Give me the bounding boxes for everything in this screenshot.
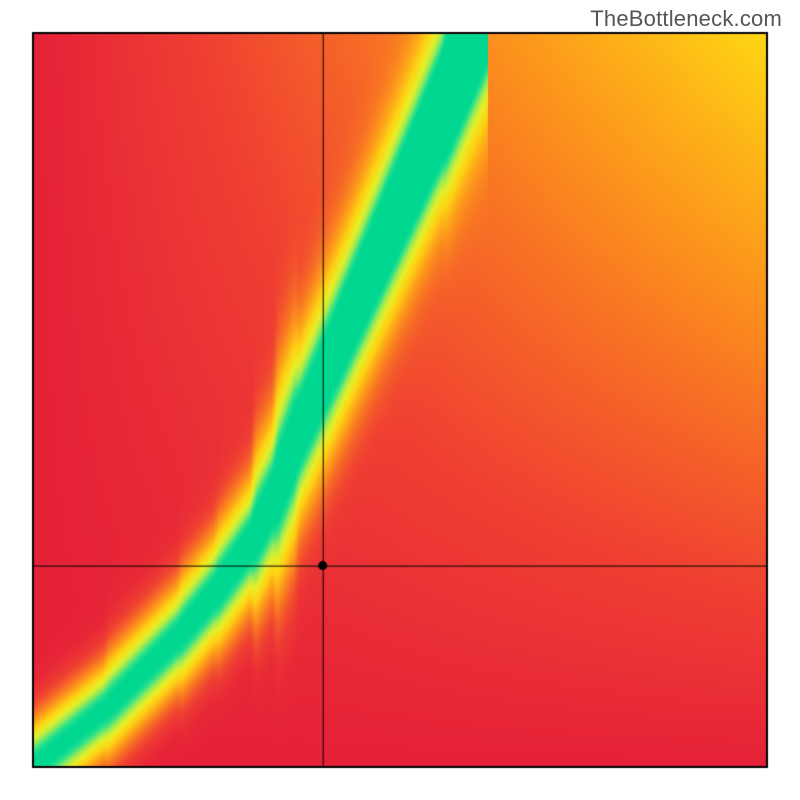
heatmap-canvas (0, 0, 800, 800)
chart-container: TheBottleneck.com (0, 0, 800, 800)
watermark-label: TheBottleneck.com (590, 6, 782, 32)
